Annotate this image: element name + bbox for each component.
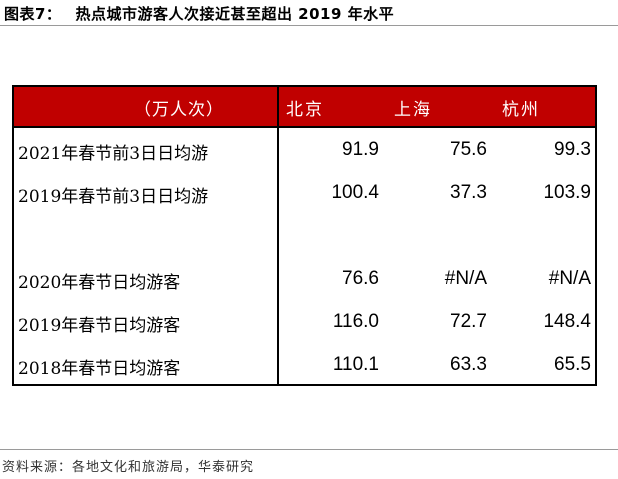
cell-shanghai: 37.3 bbox=[450, 182, 487, 203]
row-label: 2019年春节前3日日均游 bbox=[18, 187, 209, 207]
cell-hangzhou: 103.9 bbox=[543, 182, 591, 203]
cell-shanghai: 72.7 bbox=[450, 311, 487, 332]
column-header-beijing: 北京 bbox=[286, 100, 324, 120]
source-note: 资料来源：各地文化和旅游局，华泰研究 bbox=[2, 460, 255, 475]
cell-hangzhou: #N/A bbox=[548, 268, 591, 289]
table-row: 2019年春节前3日日均游 100.4 37.3 103.9 bbox=[14, 173, 595, 216]
source-divider bbox=[0, 449, 618, 450]
unit-label: （万人次） bbox=[134, 100, 224, 120]
cell-hangzhou: 99.3 bbox=[554, 139, 591, 160]
cell-beijing: 110.1 bbox=[332, 354, 379, 375]
cell-beijing: 116.0 bbox=[332, 311, 379, 332]
row-label: 2020年春节日均游客 bbox=[18, 273, 181, 293]
row-label: 2018年春节日均游客 bbox=[18, 359, 181, 379]
cell-beijing: 100.4 bbox=[331, 182, 379, 203]
table-row: 2019年春节日均游客 116.0 72.7 148.4 bbox=[14, 302, 595, 345]
table-row: 2020年春节日均游客 76.6 #N/A #N/A bbox=[14, 259, 595, 302]
table-header-row: （万人次） 北京 上海 杭州 bbox=[14, 87, 595, 128]
data-table: （万人次） 北京 上海 杭州 2021年春节前3日日均游 91.9 75.6 9… bbox=[12, 85, 597, 386]
cell-shanghai: 75.6 bbox=[450, 139, 487, 160]
table-row: 2018年春节日均游客 110.1 63.3 65.5 bbox=[14, 345, 595, 384]
table-row-empty bbox=[14, 216, 595, 259]
cell-shanghai: 63.3 bbox=[450, 354, 487, 375]
column-divider bbox=[277, 87, 279, 384]
row-label: 2019年春节日均游客 bbox=[18, 316, 181, 336]
cell-hangzhou: 65.5 bbox=[554, 354, 591, 375]
column-header-hangzhou: 杭州 bbox=[502, 100, 540, 120]
row-label: 2021年春节前3日日均游 bbox=[18, 144, 209, 164]
cell-beijing: 91.9 bbox=[342, 139, 379, 160]
column-header-shanghai: 上海 bbox=[394, 100, 432, 120]
cell-beijing: 76.6 bbox=[342, 268, 379, 289]
table-row: 2021年春节前3日日均游 91.9 75.6 99.3 bbox=[14, 130, 595, 173]
cell-hangzhou: 148.4 bbox=[543, 311, 591, 332]
figure-title: 图表7： 热点城市游客人次接近甚至超出 2019 年水平 bbox=[4, 3, 394, 24]
figure-title-text: 热点城市游客人次接近甚至超出 2019 年水平 bbox=[75, 5, 395, 23]
cell-shanghai: #N/A bbox=[444, 268, 487, 289]
title-divider bbox=[0, 25, 618, 26]
figure-label: 图表7： bbox=[4, 5, 62, 23]
